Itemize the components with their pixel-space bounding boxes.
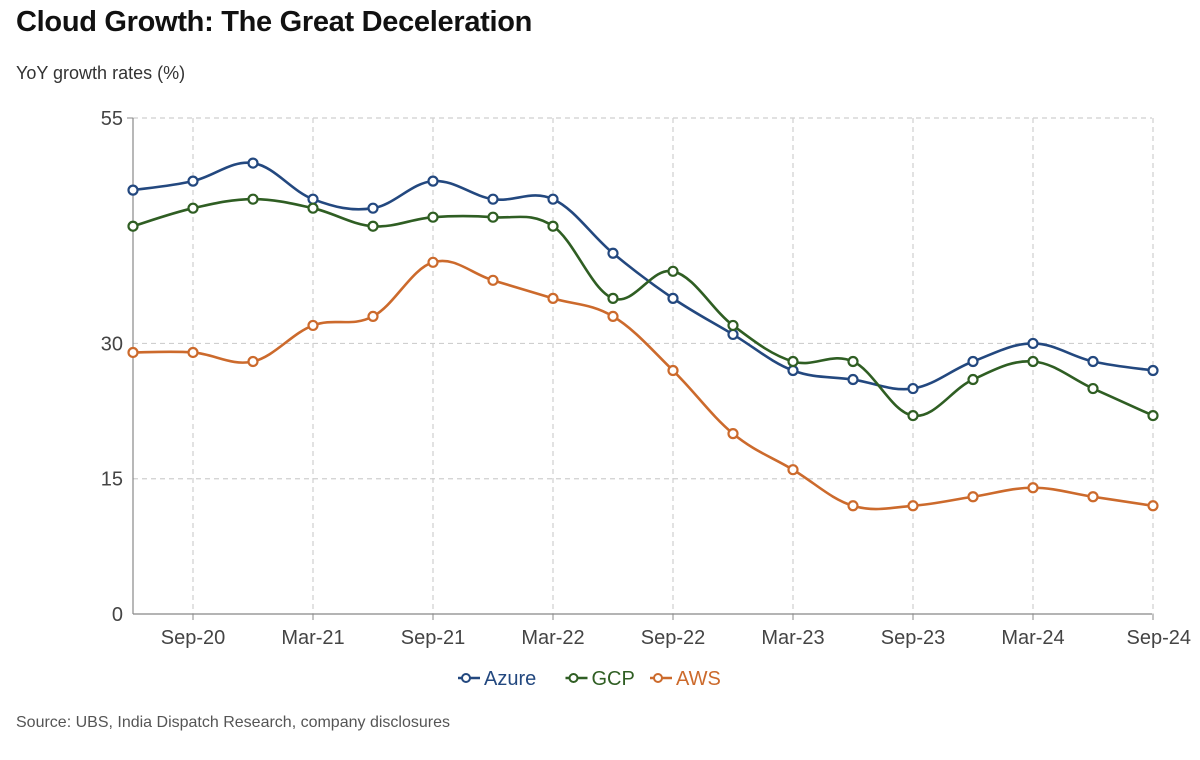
data-point-gcp: [607, 292, 619, 304]
data-point-azure: [847, 373, 859, 386]
data-point-azure: [1147, 364, 1159, 377]
data-point-aws: [907, 500, 919, 512]
data-point-gcp: [127, 220, 139, 232]
data-point-azure: [427, 175, 439, 187]
data-point-azure: [127, 184, 139, 196]
data-point-aws: [847, 500, 859, 512]
data-point-gcp: [367, 220, 379, 232]
data-point-aws: [787, 464, 799, 476]
y-tick-label: 55: [101, 108, 123, 130]
x-tick-label: Mar-21: [281, 627, 344, 649]
x-tick-label: Mar-22: [521, 627, 584, 649]
data-point-aws: [427, 256, 439, 268]
series-line-gcp: [132, 197, 1154, 417]
x-tick-label: Sep-20: [161, 627, 226, 649]
data-point-aws: [667, 364, 679, 377]
legend-item-azure: Azure: [458, 668, 536, 690]
data-point-aws: [547, 292, 559, 304]
data-point-gcp: [847, 355, 859, 368]
x-tick-label: Sep-22: [641, 627, 706, 649]
x-tick-label: Mar-23: [761, 627, 824, 649]
legend-swatch-marker: [568, 673, 579, 683]
source-note: Source: UBS, India Dispatch Research, co…: [16, 714, 450, 731]
data-point-azure: [247, 157, 259, 169]
data-point-gcp: [967, 373, 979, 386]
data-point-azure: [1087, 355, 1099, 368]
data-point-gcp: [427, 211, 439, 223]
data-point-aws: [1147, 500, 1159, 512]
series-aws: [127, 256, 1159, 512]
data-point-aws: [1087, 491, 1099, 503]
data-point-azure: [307, 193, 319, 205]
legend-swatch-marker: [653, 673, 663, 683]
legend-item-aws: AWS: [650, 668, 721, 690]
data-point-azure: [787, 364, 799, 377]
x-tick-label: Sep-21: [401, 627, 466, 649]
data-point-aws: [367, 310, 379, 322]
series-gcp: [127, 193, 1159, 422]
data-point-gcp: [547, 220, 559, 232]
data-point-aws: [307, 319, 319, 332]
legend-swatch-marker: [461, 673, 471, 683]
data-point-aws: [727, 428, 739, 440]
data-point-azure: [607, 247, 619, 259]
data-point-azure: [727, 328, 739, 341]
data-point-gcp: [487, 211, 499, 223]
data-point-azure: [1027, 337, 1039, 350]
data-point-gcp: [187, 202, 199, 214]
data-point-aws: [487, 274, 499, 286]
grid-lines: [133, 117, 1154, 614]
chart-subtitle: YoY growth rates (%): [16, 63, 186, 83]
data-point-gcp: [907, 410, 919, 422]
series-line-azure: [132, 161, 1154, 391]
legend-label-gcp: GCP: [592, 668, 635, 690]
data-point-gcp: [787, 355, 799, 368]
series-line-aws: [132, 259, 1154, 511]
data-point-gcp: [307, 202, 319, 214]
data-point-aws: [127, 346, 139, 359]
data-point-gcp: [667, 265, 679, 277]
legend-item-gcp: GCP: [565, 668, 635, 690]
x-tick-label: Sep-23: [881, 627, 946, 649]
data-point-aws: [1027, 482, 1039, 494]
data-point-gcp: [1027, 355, 1039, 368]
data-point-gcp: [1147, 410, 1159, 422]
data-point-azure: [487, 193, 499, 205]
data-point-azure: [967, 355, 979, 368]
series-azure: [127, 157, 1159, 395]
legend-label-aws: AWS: [676, 668, 721, 690]
chart-title: Cloud Growth: The Great Deceleration: [16, 6, 533, 38]
x-tick-label: Mar-24: [1001, 627, 1064, 649]
y-tick-label: 0: [112, 604, 123, 626]
data-point-aws: [187, 346, 199, 359]
data-point-aws: [247, 355, 259, 368]
y-tick-label: 30: [101, 333, 123, 355]
data-point-gcp: [247, 193, 259, 205]
data-point-aws: [967, 491, 979, 503]
data-point-azure: [907, 382, 919, 395]
data-point-aws: [607, 310, 619, 322]
data-point-azure: [667, 292, 679, 304]
data-point-gcp: [727, 319, 739, 332]
data-point-azure: [367, 202, 379, 214]
data-point-azure: [187, 175, 199, 187]
data-point-gcp: [1087, 382, 1099, 395]
legend: Azure GCP AWS: [458, 668, 721, 690]
data-point-azure: [547, 193, 559, 205]
y-tick-label: 15: [101, 469, 123, 491]
legend-label-azure: Azure: [484, 668, 536, 690]
x-tick-label: Sep-24: [1127, 627, 1192, 649]
